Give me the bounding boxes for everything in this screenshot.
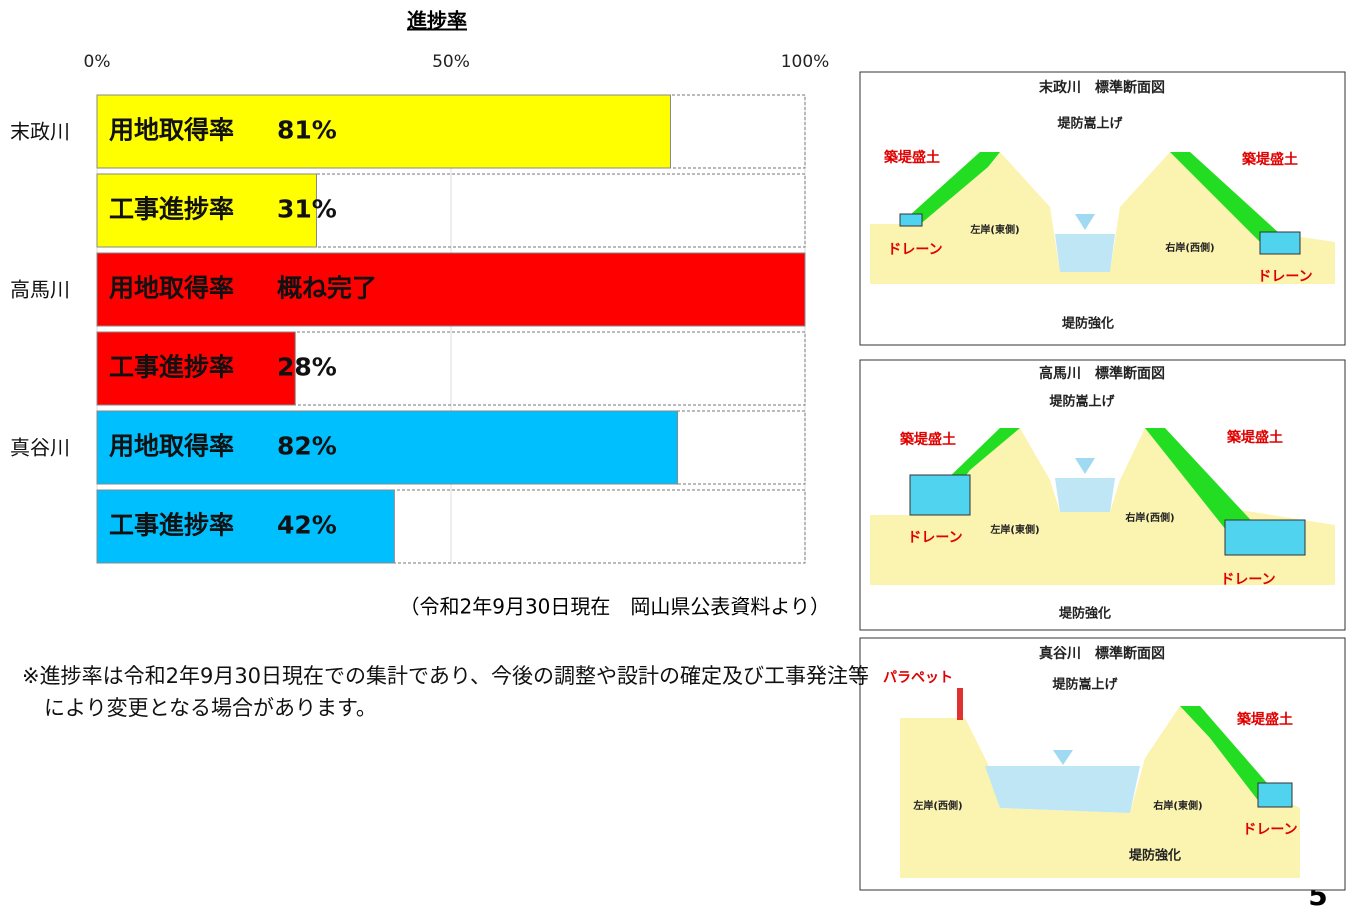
drain <box>899 213 923 227</box>
diagram-label: ドレーン <box>907 530 962 546</box>
bar-name: 用地取得率 <box>109 116 234 145</box>
diagram-title: 真谷川 標準断面図 <box>1039 645 1165 662</box>
value-label: 81% <box>277 116 337 145</box>
drain <box>1224 519 1306 556</box>
value-label: 42% <box>277 511 337 540</box>
bar <box>96 252 806 327</box>
diagram-label: 右岸(西側) <box>1124 511 1174 524</box>
diagram-label: 左岸(東側) <box>989 523 1039 536</box>
diagram-label: ドレーン <box>1257 269 1312 285</box>
embankment <box>900 152 1000 226</box>
value-label: 28% <box>277 353 337 382</box>
diagram-label: 堤防強化 <box>1129 848 1181 864</box>
diagram-label: ドレーン <box>887 242 942 258</box>
water <box>1055 478 1115 512</box>
diagram-label: 右岸(東側) <box>1152 799 1202 812</box>
bar <box>96 489 395 564</box>
footnote: ※進捗率は令和2年9月30日現在での集計であり、今後の調整や設計の確定及び工事発… <box>22 664 869 720</box>
diagram-label: 右岸(西側) <box>1164 241 1214 254</box>
bar <box>96 94 671 169</box>
source-note: （令和2年9月30日現在 岡山県公表資料より） <box>400 595 831 619</box>
category-label: 末政川 <box>10 120 70 144</box>
drain <box>1259 231 1301 255</box>
value-label: 31% <box>277 195 337 224</box>
value-label: 概ね完了 <box>277 274 377 303</box>
diagram: 末政川 標準断面図 堤防嵩上げ 築堤盛土 築堤盛土 ドレーン ドレーン 左岸(東… <box>859 71 1346 346</box>
diagram-label: 堤防強化 <box>1059 606 1111 622</box>
bar <box>96 331 296 406</box>
diagram-label: ドレーン <box>1242 822 1297 838</box>
diagram-label: 築堤盛土 <box>1236 711 1293 728</box>
diagram-label: 堤防嵩上げ <box>1049 394 1115 410</box>
bar-name: 工事進捗率 <box>109 353 234 382</box>
diagram-label: 左岸(東側) <box>969 223 1019 236</box>
water <box>985 766 1140 813</box>
x-tick-label: 0% <box>84 52 111 72</box>
x-tick-label: 100% <box>781 52 830 72</box>
embankment <box>1170 152 1300 247</box>
category-label: 高馬川 <box>10 278 70 302</box>
diagram-label: 築堤盛土 <box>883 149 940 166</box>
diagram-label: パラペット <box>883 670 953 686</box>
water <box>1055 234 1115 272</box>
diagram-label: 堤防嵩上げ <box>1052 677 1118 693</box>
bar-name: 工事進捗率 <box>109 195 234 224</box>
diagram: 真谷川 標準断面図 パラペット 堤防嵩上げ 築堤盛土 左岸(西側) 右岸(東側)… <box>859 637 1346 891</box>
bar-name: 工事進捗率 <box>109 511 234 540</box>
diagram-label: ドレーン <box>1220 572 1275 588</box>
embankment <box>1145 428 1280 535</box>
parapet <box>957 688 963 720</box>
diagram: 高馬川 標準断面図 堤防嵩上げ 築堤盛土 築堤盛土 ドレーン ドレーン 左岸(東… <box>859 359 1346 631</box>
x-tick-label: 50% <box>432 52 470 72</box>
bar <box>96 410 679 485</box>
water-mark <box>1053 750 1073 765</box>
diagram-label: 築堤盛土 <box>1241 151 1298 168</box>
bar-name: 用地取得率 <box>109 432 234 461</box>
bar <box>96 173 317 248</box>
ground <box>900 706 1300 878</box>
drain <box>1257 782 1293 808</box>
diagram-title: 末政川 標準断面図 <box>1039 79 1165 96</box>
embankment <box>1180 706 1280 803</box>
water-mark <box>1075 458 1095 474</box>
chart-title: 進捗率 <box>407 9 467 33</box>
diagram-label: 堤防嵩上げ <box>1057 116 1123 132</box>
bar-name: 用地取得率 <box>109 274 234 303</box>
value-label: 82% <box>277 432 337 461</box>
diagram-label: 堤防強化 <box>1062 316 1114 332</box>
ground <box>870 428 1335 585</box>
diagram-label: 築堤盛土 <box>899 431 956 448</box>
diagram-label: 左岸(西側) <box>912 799 962 812</box>
category-label: 真谷川 <box>10 436 70 460</box>
diagram-title: 高馬川 標準断面図 <box>1039 365 1165 382</box>
diagram-label: 築堤盛土 <box>1226 429 1283 446</box>
water-mark <box>1075 214 1095 230</box>
drain <box>909 474 971 516</box>
